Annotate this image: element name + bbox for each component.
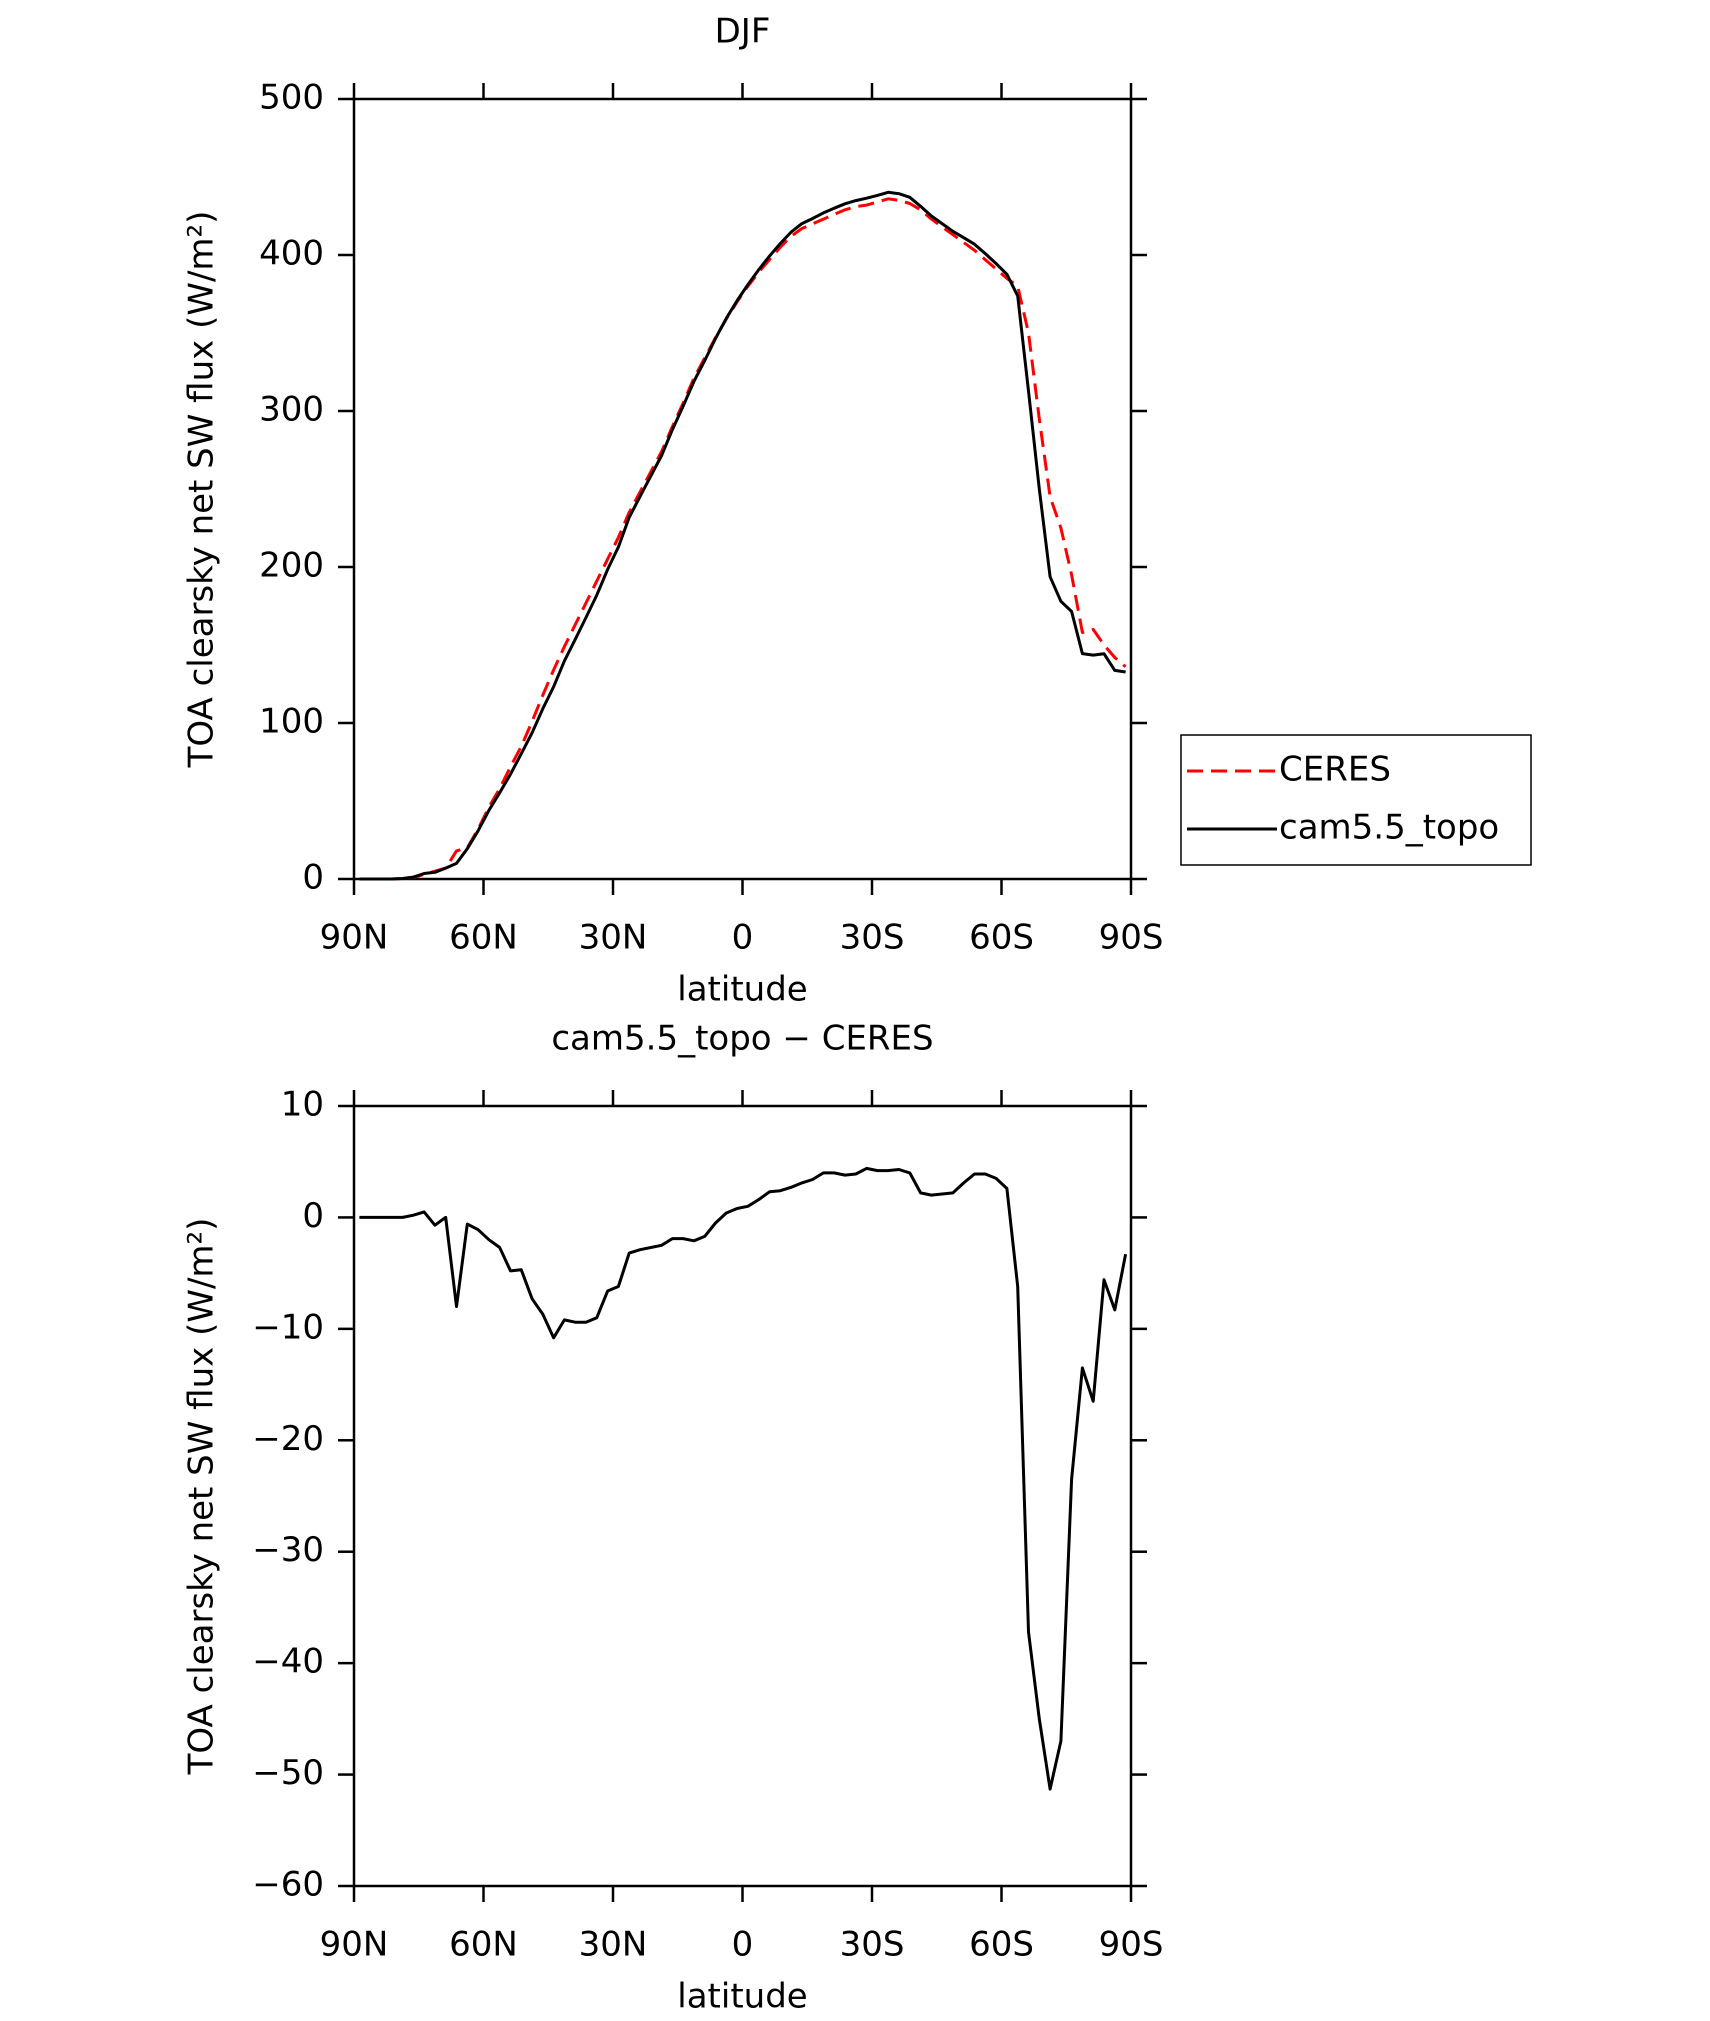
legend-box [1180,734,1532,866]
x-tick-label: 90N [320,918,389,958]
y-axis-label: TOA clearsky net SW flux (W/m²) [182,1218,222,1776]
x-tick-label: 30S [840,1925,905,1965]
legend-label: cam5.5_topo [1279,808,1499,848]
x-tick-label: 60S [969,1925,1034,1965]
y-tick-label: −30 [252,1530,324,1570]
x-tick-label: 60S [969,918,1034,958]
y-tick-label: 0 [302,1196,324,1236]
plot-frame [352,1104,1133,1888]
x-tick-label: 90S [1099,918,1164,958]
x-axis-label: latitude [677,970,807,1010]
y-tick-label: 400 [259,234,324,274]
data-line [359,1166,1128,1791]
x-tick-label: 60N [449,1925,518,1965]
y-tick-label: 100 [259,702,324,742]
y-tick-label: −10 [252,1307,324,1347]
y-axis-label: TOA clearsky net SW flux (W/m²) [182,211,222,769]
y-tick-label: −40 [252,1642,324,1682]
legend-label: CERES [1279,750,1391,790]
plot-frame [352,97,1133,881]
y-tick-label: 300 [259,390,324,430]
x-tick-label: 30N [579,1925,648,1965]
data-line [359,197,1127,881]
x-tick-label: 0 [732,1925,754,1965]
y-tick-label: 0 [302,858,324,898]
chart-title: cam5.5_topo − CERES [551,1019,933,1059]
y-tick-label: 200 [259,546,324,586]
x-tick-label: 90N [320,1925,389,1965]
x-tick-label: 30S [840,918,905,958]
x-tick-label: 90S [1099,1925,1164,1965]
x-tick-label: 60N [449,918,518,958]
x-tick-label: 30N [579,918,648,958]
y-tick-label: 10 [281,1085,324,1125]
y-tick-label: −60 [252,1865,324,1905]
y-tick-label: 500 [259,78,324,118]
y-tick-label: −20 [252,1419,324,1459]
y-tick-label: −50 [252,1753,324,1793]
data-line [359,190,1126,881]
x-tick-label: 0 [732,918,754,958]
chart-title: DJF [715,12,771,52]
x-axis-label: latitude [677,1977,807,2017]
